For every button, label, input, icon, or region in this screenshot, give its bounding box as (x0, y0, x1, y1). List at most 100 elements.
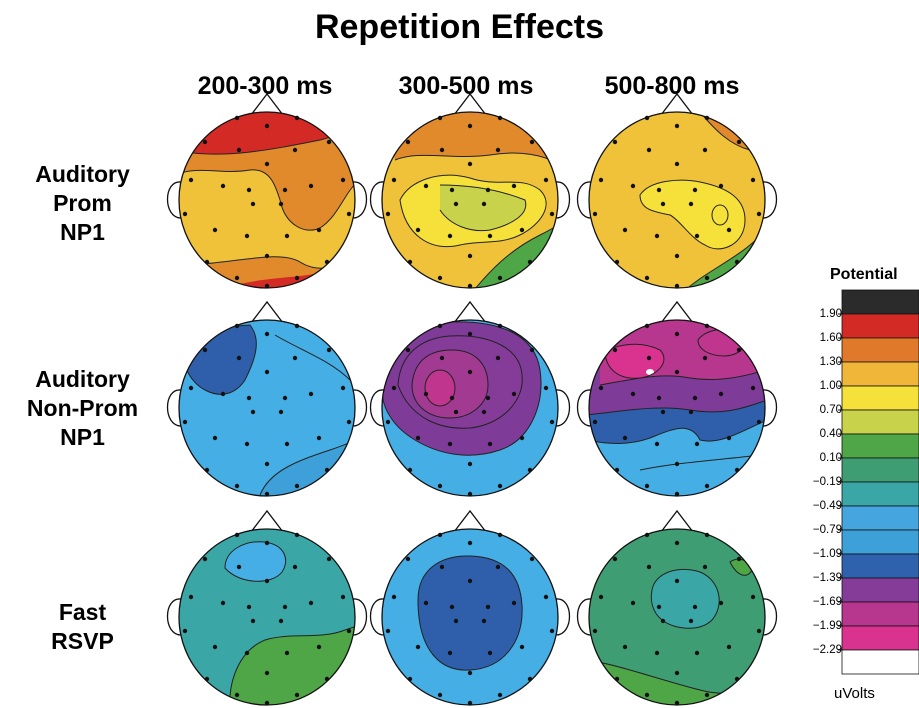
electrode-dot (734, 676, 740, 682)
electrode-dot (264, 700, 270, 706)
electrode-dot (736, 556, 742, 562)
electrode-dot (326, 347, 332, 353)
electrode-dot (612, 139, 618, 145)
electrode-dot (447, 650, 453, 656)
electrode-dot (612, 347, 618, 353)
electrode-dot (495, 564, 501, 570)
electrode-dot (702, 355, 708, 361)
electrode-dot (202, 139, 208, 145)
electrode-dot (244, 233, 250, 239)
electrode-dot (646, 564, 652, 570)
electrode-dot (644, 692, 650, 698)
electrode-dot (244, 650, 250, 656)
electrode-dot (220, 391, 226, 397)
row-label-fast-rsvp: Fast RSVP (0, 598, 165, 656)
electrode-dot (453, 201, 459, 207)
electrode-dot (423, 391, 429, 397)
electrode-dot (308, 600, 314, 606)
colorbar-swatch (841, 409, 919, 435)
electrode-dot (346, 419, 352, 425)
electrode-dot (497, 692, 503, 698)
electrode-dot (688, 409, 694, 415)
electrode-dot (485, 604, 491, 610)
electrode-dot (622, 435, 628, 441)
column-heading-500-800: 500-800 ms (604, 72, 740, 100)
electrode-dot (734, 259, 740, 265)
electrode-dot (726, 435, 732, 441)
colorbar-tick-label: −1.39 (812, 572, 842, 584)
electrode-dot (294, 483, 300, 489)
colorbar-swatch (841, 481, 919, 507)
electrode-dot (660, 618, 666, 624)
electrode-dot (244, 441, 250, 447)
electrode-dot (182, 628, 188, 634)
electrode-dot (674, 540, 680, 546)
scalp-map-rsvp-300-500 (369, 510, 571, 706)
electrode-dot (467, 461, 473, 467)
electrode-dot (282, 604, 288, 610)
colorbar-tick-label: −2.29 (812, 644, 842, 656)
electrode-dot (316, 435, 322, 441)
electrode-dot (294, 323, 300, 329)
electrode-dot (592, 419, 598, 425)
electrode-dot (437, 692, 443, 698)
electrode-dot (264, 491, 270, 497)
electrode-dot (688, 201, 694, 207)
electrode-dot (264, 331, 270, 337)
electrode-dot (234, 275, 240, 281)
electrode-dot (405, 139, 411, 145)
electrode-dot (704, 115, 710, 121)
electrode-dot (549, 211, 555, 217)
row-label-line: NP1 (60, 219, 105, 245)
electrode-dot (644, 275, 650, 281)
electrode-dot (497, 115, 503, 121)
electrode-dot (405, 556, 411, 562)
electrode-dot (497, 275, 503, 281)
electrode-dot (264, 123, 270, 129)
electrode-dot (453, 618, 459, 624)
electrode-dot (246, 187, 252, 193)
electrode-dot (467, 540, 473, 546)
electrode-dot (674, 283, 680, 289)
electrode-dot (326, 139, 332, 145)
colorbar-swatch (841, 601, 919, 627)
electrode-dot (204, 676, 210, 682)
electrode-dot (511, 600, 517, 606)
colorbar-swatch (841, 385, 919, 411)
electrode-dot (324, 467, 330, 473)
electrode-dot (614, 467, 620, 473)
electrode-dot (704, 532, 710, 538)
electrode-dot (467, 491, 473, 497)
column-heading-300-500: 300-500 ms (398, 72, 534, 100)
electrode-dot (497, 532, 503, 538)
column-heading-200-300: 200-300 ms (197, 72, 333, 100)
electrode-dot (467, 161, 473, 167)
electrode-dot (415, 227, 421, 233)
electrode-dot (234, 115, 240, 121)
electrode-dot (234, 323, 240, 329)
electrode-dot (188, 594, 194, 600)
colorbar-swatch (841, 649, 919, 675)
electrode-dot (423, 183, 429, 189)
electrode-dot (674, 123, 680, 129)
electrode-dot (467, 123, 473, 129)
electrode-dot (519, 227, 525, 233)
electrode-dot (391, 594, 397, 600)
colorbar-tick-label: 0.10 (819, 452, 842, 464)
electrode-dot (656, 604, 662, 610)
electrode-dot (756, 628, 762, 634)
colorbar-tick-label: 1.60 (819, 332, 842, 344)
colorbar-swatch (841, 361, 919, 387)
legend-title: Potential (830, 266, 898, 283)
electrode-dot (212, 435, 218, 441)
electrode-dot (692, 604, 698, 610)
electrode-dot (511, 391, 517, 397)
electrode-dot (437, 483, 443, 489)
electrode-dot (204, 259, 210, 265)
row-label-auditory-non-prom-np1: Auditory Non-Prom NP1 (0, 365, 165, 452)
electrode-dot (340, 594, 346, 600)
electrode-dot (292, 147, 298, 153)
electrode-dot (487, 441, 493, 447)
electrode-dot (694, 233, 700, 239)
